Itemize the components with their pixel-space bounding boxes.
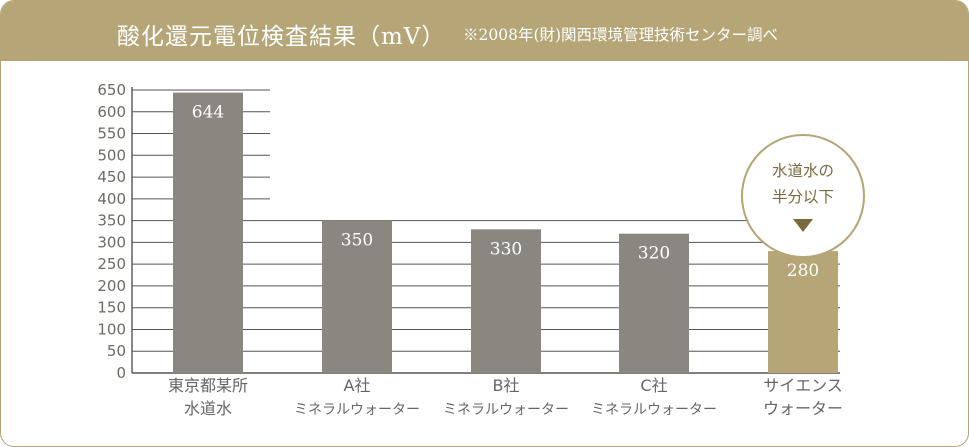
chart-header: 酸化還元電位検査結果（mV） ※2008年(財)関西環境管理技術センター調べ (1, 1, 968, 61)
category-label: ミネラルウォーター (294, 402, 420, 418)
bar-value-label: 280 (787, 261, 819, 281)
category-label: 東京都某所 (168, 376, 248, 395)
bars: 644 350 330 320 280 (173, 92, 838, 373)
bar (619, 233, 689, 373)
callout-line-2: 半分以下 (772, 188, 834, 206)
y-tick-label: 550 (97, 125, 126, 143)
y-tick-label: 450 (97, 168, 126, 186)
down-triangle-icon (793, 219, 813, 232)
y-tick-label: 50 (107, 342, 126, 360)
chart-title: 酸化還元電位検査結果（mV） (117, 24, 446, 50)
y-tick-label: 400 (97, 190, 126, 208)
y-tick-label: 600 (97, 103, 126, 121)
category-label: ミネラルウォーター (443, 402, 569, 418)
bar-value-label: 644 (192, 103, 224, 123)
y-tick-label: 500 (97, 146, 126, 164)
callout-circle (741, 134, 865, 258)
source-note: ※2008年(財)関西環境管理技術センター調べ (463, 26, 779, 44)
bar (471, 229, 541, 373)
category-label: A社 (344, 376, 371, 395)
bar-value-label: 350 (341, 231, 373, 251)
y-axis-ticks: 0 50 100 150 200 250 300 350 400 450 500 550 600 650 (97, 81, 126, 382)
y-tick-label: 150 (97, 299, 126, 317)
y-tick-label: 100 (97, 320, 126, 338)
category-label: 水道水 (184, 399, 232, 418)
callout-badge: 水道水の 半分以下 (741, 134, 865, 258)
category-label: ウォーター (763, 399, 843, 418)
bar (173, 92, 243, 373)
y-tick-label: 300 (97, 233, 126, 251)
callout-line-1: 水道水の (772, 162, 834, 180)
category-label: ミネラルウォーター (591, 402, 717, 418)
y-tick-label: 0 (116, 364, 126, 382)
bar-value-label: 320 (638, 244, 670, 264)
bar-value-label: 330 (490, 239, 522, 259)
y-tick-label: 350 (97, 212, 126, 230)
bar (322, 220, 392, 373)
y-tick-label: 200 (97, 277, 126, 295)
category-label: B社 (493, 376, 520, 395)
category-label: サイエンス (763, 376, 843, 395)
y-tick-label: 250 (97, 255, 126, 273)
category-label: C社 (640, 376, 667, 395)
bar (768, 251, 838, 373)
y-tick-label: 650 (97, 81, 126, 99)
